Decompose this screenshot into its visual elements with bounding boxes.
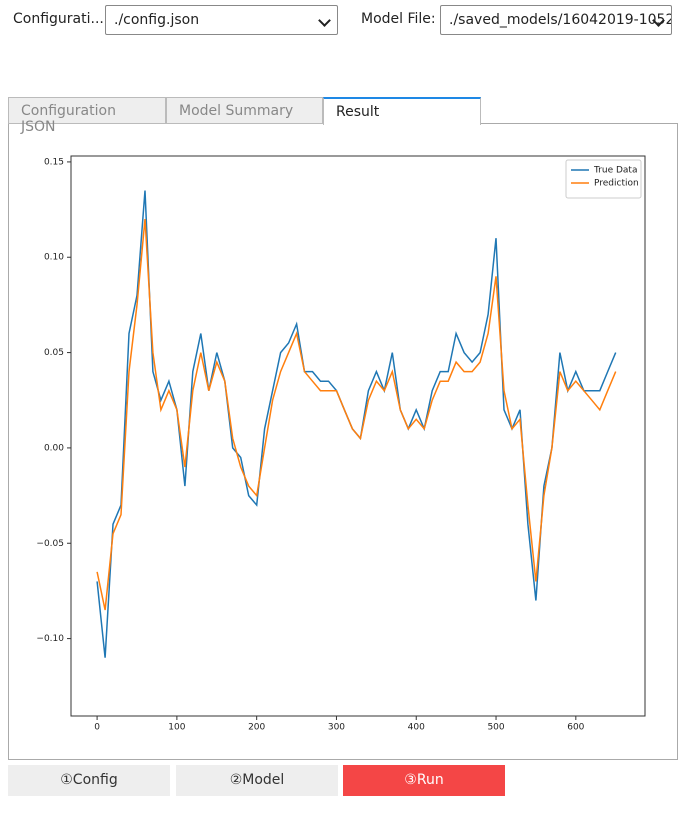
x-tick-label: 400 [408, 723, 425, 733]
model-select[interactable]: ./saved_models/16042019-1052 [440, 5, 672, 35]
config-select[interactable]: ./config.json [105, 5, 338, 35]
y-tick-label: 0.10 [44, 253, 64, 263]
tab[interactable]: Configuration JSON [8, 97, 166, 135]
y-tick-label: 0.05 [44, 348, 64, 358]
series-line [96, 219, 617, 611]
model-label: Model File: [361, 11, 436, 27]
series-line [96, 190, 617, 658]
button[interactable]: ②Model [176, 765, 338, 796]
y-tick-label: 0.15 [44, 157, 64, 167]
x-tick-label: 0 [94, 723, 100, 733]
tab-active[interactable]: Result [323, 97, 481, 125]
y-tick-label: 0.00 [44, 443, 64, 453]
x-tick-label: 500 [487, 723, 504, 733]
plot-frame [70, 155, 646, 717]
legend-label: True Data [593, 166, 637, 176]
button[interactable]: ①Config [8, 765, 170, 796]
legend-label: Prediction [594, 179, 639, 189]
config-label: Configurati... [13, 11, 104, 27]
button[interactable]: ③Run [343, 765, 505, 796]
x-tick-label: 600 [567, 723, 584, 733]
x-tick-label: 200 [248, 723, 265, 733]
y-tick-label: −0.05 [36, 539, 64, 549]
x-tick-label: 100 [168, 723, 185, 733]
tab[interactable]: Model Summary [166, 97, 323, 124]
x-tick-label: 300 [328, 723, 345, 733]
chart: −0.10 −0.05 0.00 0.05 0.10 0.15 0 100 200 300 400 5… [36, 155, 646, 733]
y-tick-label: −0.10 [36, 634, 64, 644]
